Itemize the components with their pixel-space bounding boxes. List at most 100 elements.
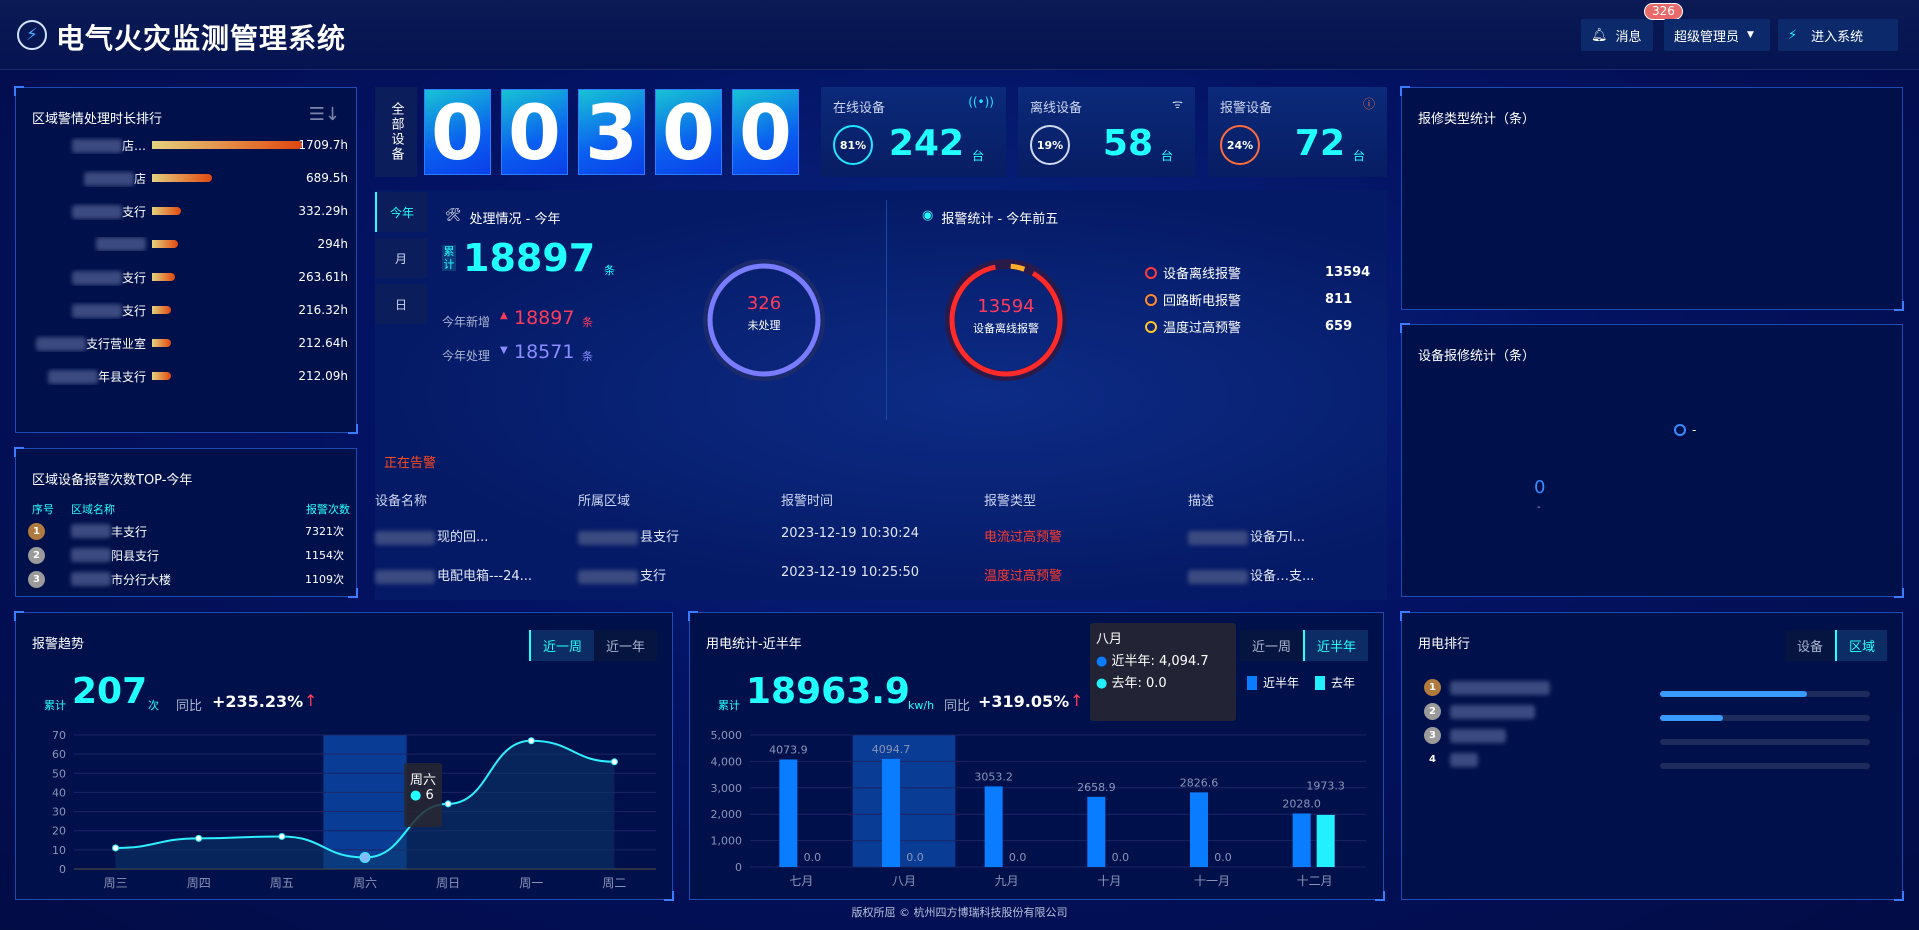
tooltip-value: 6 [425,788,434,803]
data-point[interactable] [610,758,618,766]
card-unit: 台 [1352,149,1365,163]
data-point[interactable] [278,832,286,840]
card-label: 在线设备 [833,101,886,116]
data-point[interactable] [359,852,371,864]
medal-icon: 3 [1424,727,1441,744]
yoy-label: 同比 [176,699,203,714]
data-point[interactable] [444,800,452,808]
medal-icon: 3 [28,570,45,588]
rank-row[interactable]: 294h [32,234,352,254]
rank-row[interactable]: 店 689.5h [32,168,352,188]
table-cell[interactable]: 设备…支... [1188,565,1314,584]
cell-text: 现的回... [437,530,489,545]
bar[interactable] [1292,813,1311,867]
divider [886,200,887,420]
bar[interactable] [984,786,1003,867]
row-name: 支行 [32,302,152,319]
tab-week[interactable]: 近一周 [1239,630,1303,661]
bell-icon: 🔔︎ [1591,27,1608,43]
period-tab[interactable]: 日 [375,284,427,324]
bar[interactable] [1316,814,1335,867]
data-point[interactable] [195,834,203,842]
rank-row[interactable]: 支行 332.29h [32,201,352,221]
ring-dot-icon [1145,266,1157,279]
table-cell[interactable]: 2023-12-19 10:30:24 [781,526,919,541]
table-cell[interactable]: 设备万l... [1188,526,1305,545]
tab-week[interactable]: 近一周 [528,630,594,661]
col-name: 区域名称 [71,503,115,516]
rank-row[interactable]: 支行营业室 212.64h [32,333,352,353]
data-point[interactable] [112,844,120,852]
power-rank-panel: 用电排行 设备 区域 1 2 3 4 [1400,611,1904,901]
tab-device[interactable]: 设备 [1784,630,1835,661]
rank-number: 4 [1429,754,1436,765]
rank-row[interactable]: 支行 216.32h [32,300,352,320]
redacted [96,237,146,252]
alarm-ring-value: 13594 [977,296,1035,317]
cell-text: 电流过高预警 [984,530,1063,545]
rank-bar [1660,715,1723,721]
table-cell[interactable]: 温度过高预警 [984,565,1062,584]
enter-system-button[interactable]: ⚡ 进入系统 [1778,19,1898,51]
column-header: 描述 [1188,494,1215,509]
table-cell[interactable]: 现的回... [375,526,488,545]
top-row[interactable]: 2 阳县支行 1154次 [28,545,348,565]
column-header: 报警类型 [984,494,1037,509]
trend-panel: 报警趋势 近一周 近一年 累计 207 次 同比 +235.23% ↑ 0 10 20… [14,611,674,901]
tab-year[interactable]: 近一年 [593,630,657,661]
done-value: 18571 [514,341,575,363]
legend-label: 去年 [1331,676,1356,690]
duration-bar [152,273,176,281]
row-value: 1709.7h [298,138,348,152]
rank-bar [1660,691,1807,697]
messages-button[interactable]: 🔔︎ 消息 [1581,19,1653,51]
bar[interactable] [1190,792,1208,867]
top-row[interactable]: 1 丰支行 7321次 [28,521,348,541]
rank-row[interactable]: 支行 263.61h [32,267,352,287]
repair-total: 0 [1534,477,1546,498]
top-row[interactable]: 3 市分行大楼 1109次 [28,569,348,589]
legend-lastyear[interactable]: 去年 [1315,674,1355,691]
table-cell[interactable]: 2023-12-19 10:25:50 [781,565,919,580]
bar-value-label: 0.0 [1112,851,1130,864]
table-cell[interactable]: 支行 [578,565,666,584]
legend-name: 温度过高预警 [1163,321,1242,336]
user-menu[interactable]: 超级管理员 ▼ [1664,19,1770,51]
legend-item[interactable]: - [1674,423,1696,437]
bar[interactable] [882,758,900,867]
row-name [32,237,152,252]
alarm-legend-item[interactable]: 回路断电报警 811 [1145,290,1352,309]
y-tick-label: 50 [52,767,66,780]
bar-track [152,141,302,149]
period-tab[interactable]: 月 [375,238,427,278]
rank-row[interactable]: 店… 1709.7h [32,135,352,155]
rank-row[interactable]: 年县支行 212.09h [32,366,352,386]
bar[interactable] [1087,796,1106,867]
panel-title: 报修类型统计（条） [1418,112,1536,127]
duration-bar [152,306,171,314]
table-cell[interactable]: 电配电箱---24... [375,565,532,584]
x-tick-label: 周二 [602,876,626,890]
period-tab[interactable]: 今年 [375,192,427,232]
unit: 条 [582,316,593,329]
redacted [1450,753,1478,767]
alarm-legend-item[interactable]: 设备离线报警 13594 [1145,263,1370,282]
alarm-stats-title-text: 报警统计 - 今年前五 [941,212,1059,227]
row-value: 332.29h [298,204,348,218]
table-cell[interactable]: 县支行 [578,526,679,545]
tab-region[interactable]: 区域 [1834,630,1887,661]
data-point[interactable] [527,737,535,745]
bar[interactable] [779,759,798,867]
tab-halfyear[interactable]: 近半年 [1302,630,1368,661]
y-tick-label: 10 [52,844,66,857]
redacted [1450,681,1550,695]
legend-halfyear[interactable]: 近半年 [1247,674,1299,691]
power-chart[interactable]: 0 1,000 2,000 3,000 4,000 5,000 4073.9 0.0 七月 409… [690,613,1385,901]
trend-total: 207 [72,671,148,712]
alarm-legend-item[interactable]: 温度过高预警 659 [1145,317,1352,336]
table-cell[interactable]: 电流过高预警 [984,526,1062,545]
legend-swatch [1315,675,1325,690]
up-arrow-icon: ↑ [1070,691,1084,710]
sort-icon[interactable]: ☰↓ [308,104,340,125]
